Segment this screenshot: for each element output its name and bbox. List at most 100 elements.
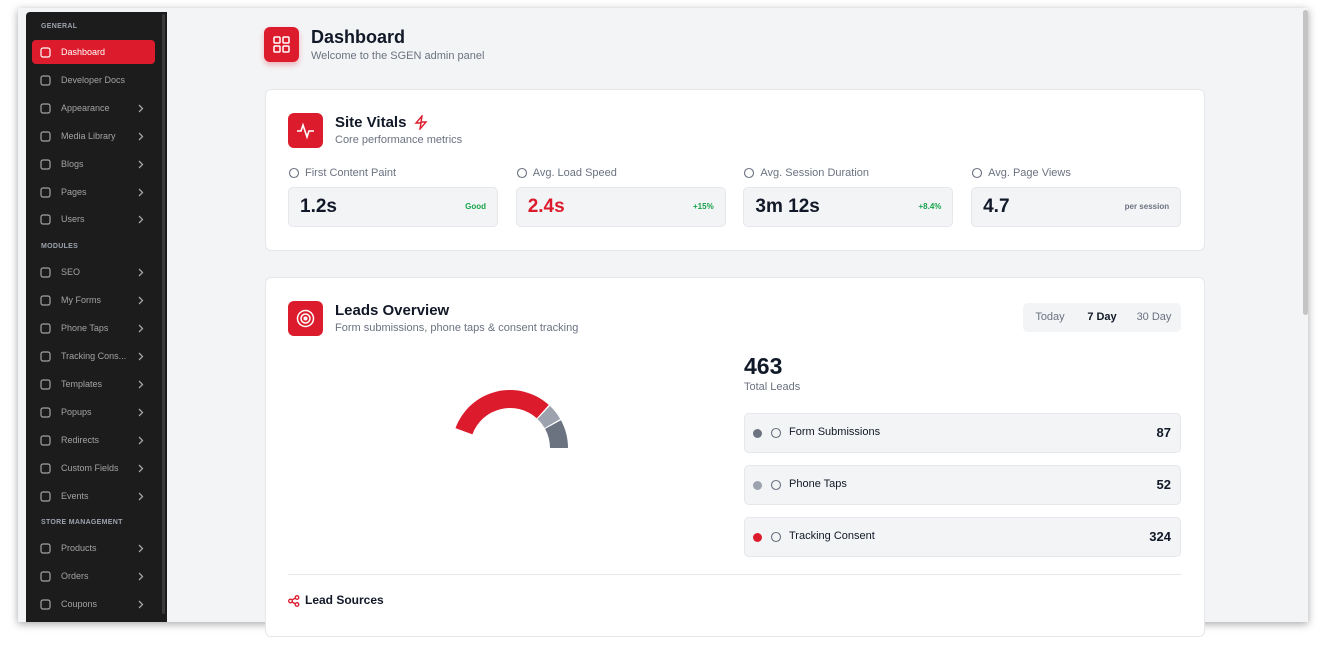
source-row	[744, 465, 1181, 505]
chevron	[138, 352, 144, 361]
nav-item[interactable]: Coupons	[61, 599, 98, 610]
nav-item[interactable]: Pages	[61, 186, 87, 197]
chevron	[138, 132, 144, 141]
nav-icon	[40, 543, 51, 554]
nav-item[interactable]: Appearance	[61, 102, 110, 113]
icon-glyph	[297, 122, 314, 140]
nav-item[interactable]: Developer Docs	[61, 74, 126, 85]
chevron	[138, 215, 144, 224]
metric-badge: +15%	[693, 202, 714, 211]
chevron	[138, 380, 144, 389]
metric-label: First Content Paint	[305, 167, 397, 179]
metric-box	[971, 187, 1182, 227]
nav-icon	[40, 462, 51, 474]
source-icon	[770, 531, 782, 543]
section-title: STORE MANAGEMENT	[41, 519, 123, 527]
gauge-segment	[537, 405, 561, 428]
nav-item[interactable]: Dashboard	[61, 47, 106, 57]
nav-icon	[40, 323, 51, 334]
metric-box	[515, 187, 726, 227]
source-icon	[770, 427, 782, 439]
sidebar	[26, 12, 167, 622]
nav-item[interactable]: Orders	[61, 571, 89, 582]
range-button[interactable]: 30 Day	[1136, 311, 1172, 323]
nav-item[interactable]: Media Library	[61, 130, 116, 141]
chevron	[138, 160, 144, 169]
sidebar-scrollbar	[162, 14, 165, 614]
source-value: 324	[1149, 529, 1171, 544]
gauge-segment	[545, 420, 568, 448]
nav-icon	[40, 131, 51, 142]
bolt-icon	[414, 115, 428, 130]
metric-badge: per session	[1124, 202, 1170, 211]
section-title: MODULES	[41, 243, 79, 251]
nav-icon	[40, 267, 51, 278]
nav-icon	[40, 571, 51, 582]
nav-item[interactable]: Templates	[61, 378, 103, 389]
nav-item[interactable]: Popups	[61, 406, 92, 417]
page-subtitle: Welcome to the SGEN admin panel	[311, 50, 485, 62]
metric-label: Avg. Load Speed	[532, 167, 617, 179]
nav-icon	[40, 295, 51, 306]
metric-value: 1.2s	[300, 196, 337, 217]
card-title: Site Vitals	[335, 114, 407, 131]
nav-item[interactable]: Tracking Cons...	[61, 351, 127, 361]
scrollbar-thumb	[1303, 10, 1308, 315]
chevron	[138, 408, 144, 417]
metric-value: 4.7	[983, 196, 1010, 217]
source-name: Form Submissions	[789, 426, 881, 438]
nav-item[interactable]: Blogs	[61, 158, 84, 169]
nav-item[interactable]: SEO	[61, 267, 81, 278]
metric-label: Avg. Page Views	[988, 167, 1071, 179]
nav-icon	[40, 186, 51, 198]
chevron	[138, 544, 144, 553]
chevron	[138, 104, 144, 113]
card-subtitle: Core performance metrics	[335, 134, 463, 146]
page-title: Dashboard	[311, 27, 406, 47]
nav-item[interactable]: Products	[61, 543, 97, 554]
chevron	[138, 600, 144, 609]
card-title: Leads Overview	[335, 302, 450, 319]
nav-icon	[40, 158, 51, 170]
source-icon	[770, 479, 782, 491]
nav-icon	[40, 407, 51, 418]
total-label: Total Leads	[744, 381, 801, 393]
legend-dot	[753, 429, 762, 438]
chevron	[138, 324, 144, 333]
source-name: Tracking Consent	[789, 530, 875, 542]
range-button[interactable]: 7 Day	[1076, 304, 1128, 331]
nav-icon	[40, 599, 51, 610]
share-icon	[288, 595, 300, 607]
source-row	[744, 517, 1181, 557]
metric-icon	[516, 167, 527, 179]
range-button[interactable]: Today	[1035, 311, 1065, 323]
nav-item[interactable]: Users	[61, 214, 85, 225]
divider	[288, 574, 1181, 575]
chevron	[138, 268, 144, 277]
icon-glyph	[296, 309, 315, 328]
metric-icon	[972, 167, 983, 179]
source-value: 52	[1156, 477, 1171, 492]
metric-value: 2.4s	[527, 196, 565, 217]
source-value: 87	[1156, 425, 1171, 440]
nav-item[interactable]: Custom Fields	[61, 462, 119, 473]
gauge	[455, 390, 568, 448]
icon-glyph	[273, 36, 290, 53]
legend-dot	[753, 533, 762, 542]
nav-icon	[40, 75, 51, 86]
chevron	[138, 188, 144, 196]
metric-label: Avg. Session Duration	[760, 167, 870, 179]
nav-item[interactable]: Phone Taps	[61, 323, 109, 334]
nav-item[interactable]: Redirects	[61, 434, 100, 445]
chevron	[138, 436, 144, 445]
active-item[interactable]	[32, 40, 155, 64]
chevron	[138, 464, 144, 473]
metric-box	[288, 187, 498, 227]
metric-badge: +8.4%	[918, 202, 942, 211]
nav-icon	[40, 351, 51, 362]
metric-badge: Good	[465, 202, 486, 211]
header-icon	[264, 27, 299, 62]
nav-item[interactable]: My Forms	[61, 295, 101, 306]
nav-icon	[40, 103, 51, 114]
nav-item[interactable]: Events	[61, 490, 89, 501]
